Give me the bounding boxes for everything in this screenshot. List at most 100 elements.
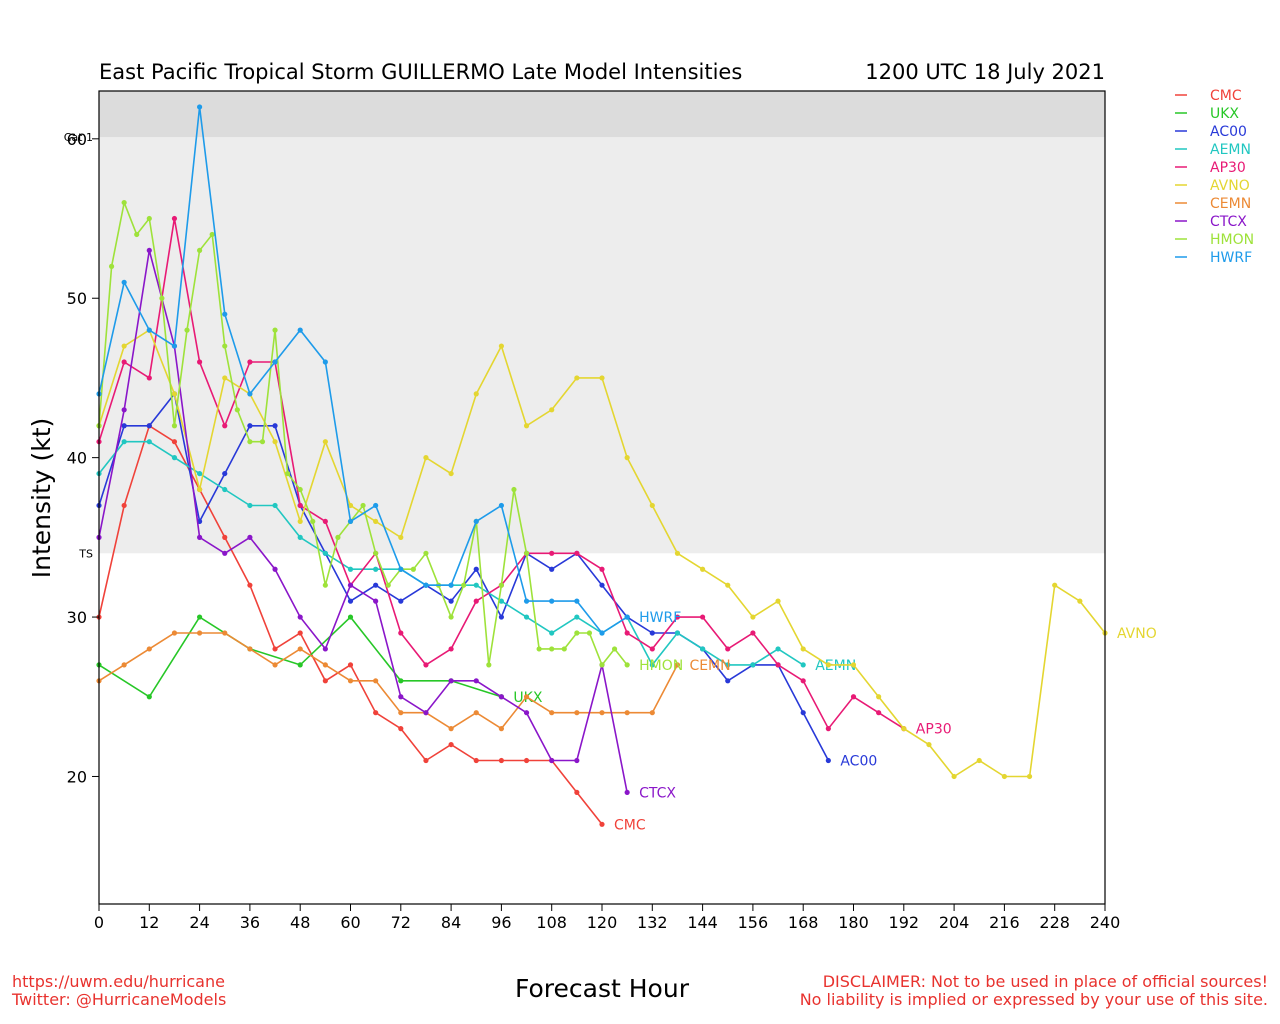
- data-point: [146, 215, 152, 222]
- threshold-lines: TS Cat 1: [64, 131, 93, 560]
- series-line-ukx: [98, 615, 502, 698]
- data-point: [473, 710, 479, 716]
- data-point: [473, 582, 479, 588]
- data-point: [247, 439, 253, 445]
- data-point: [197, 247, 203, 254]
- data-point: [599, 630, 605, 636]
- data-point: [410, 566, 416, 572]
- data-point: [197, 470, 203, 477]
- x-tick-label: 156: [738, 913, 769, 932]
- data-point: [448, 582, 454, 588]
- data-point: [297, 502, 303, 509]
- data-point: [611, 646, 618, 652]
- data-point: [222, 375, 228, 381]
- data-point: [574, 614, 580, 620]
- data-point: [297, 646, 303, 652]
- legend-label: UKX: [1210, 106, 1239, 122]
- data-point: [398, 710, 404, 716]
- legend-item-ukx: UKX: [1175, 106, 1239, 122]
- data-point: [184, 327, 190, 333]
- data-point: [423, 455, 429, 461]
- series-hwrf: HWRF: [96, 104, 681, 636]
- legend: CMC UKX AC00 AEMN AP30 AVNO CEMN CTCX HMON HWRF: [1175, 88, 1254, 266]
- x-tick-label: 24: [189, 913, 209, 932]
- data-point: [523, 710, 530, 716]
- data-point: [272, 566, 278, 572]
- data-point: [322, 582, 328, 588]
- data-point: [121, 502, 127, 509]
- website-link[interactable]: https://uwm.edu/hurricane: [12, 972, 225, 991]
- data-point: [234, 407, 240, 413]
- data-point: [523, 614, 530, 620]
- data-point: [347, 582, 354, 588]
- data-point: [725, 662, 731, 668]
- data-point: [285, 470, 291, 477]
- legend-label: CEMN: [1210, 196, 1251, 212]
- data-point: [461, 582, 467, 588]
- x-tick-label: 132: [637, 913, 668, 932]
- data-point: [373, 582, 379, 588]
- data-point: [473, 678, 479, 684]
- legend-item-ctcx: CTCX: [1175, 214, 1247, 230]
- series-line-ctcx: [98, 250, 628, 793]
- legend-item-hmon: HMON: [1175, 232, 1254, 248]
- data-point: [498, 726, 504, 732]
- data-point: [121, 662, 127, 668]
- data-point: [775, 646, 781, 652]
- data-point: [146, 423, 152, 429]
- axes: 0 12 24 36 48 60 72 84 96 108 120 132 144 156 168 180 19…: [67, 90, 1120, 932]
- data-point: [448, 470, 454, 477]
- data-point: [775, 598, 781, 604]
- data-point: [700, 614, 706, 620]
- data-point: [121, 279, 127, 285]
- data-point: [297, 630, 303, 636]
- threshold-label-0: TS: [78, 547, 93, 560]
- data-point: [171, 439, 178, 445]
- data-point: [624, 455, 630, 461]
- data-point: [247, 359, 253, 365]
- data-point: [222, 534, 228, 540]
- data-point: [574, 630, 580, 636]
- data-point: [574, 757, 580, 764]
- data-point: [1052, 582, 1058, 588]
- data-point: [1001, 773, 1008, 780]
- data-point: [775, 662, 781, 668]
- data-point: [825, 662, 831, 668]
- data-point: [247, 423, 253, 429]
- data-point: [549, 407, 555, 413]
- data-point: [272, 646, 278, 652]
- data-point: [523, 550, 530, 556]
- data-point: [272, 662, 278, 668]
- data-point: [649, 646, 655, 652]
- legend-item-cmc: CMC: [1175, 88, 1242, 104]
- data-point: [624, 630, 630, 636]
- data-point: [310, 518, 316, 525]
- data-point: [599, 566, 605, 572]
- legend-label: AVNO: [1210, 178, 1250, 194]
- data-point: [222, 470, 228, 477]
- data-point: [322, 678, 328, 684]
- data-point: [599, 662, 605, 668]
- data-point: [146, 694, 152, 700]
- data-point: [209, 231, 215, 238]
- data-point: [523, 757, 530, 764]
- data-point: [197, 630, 203, 636]
- legend-label: AP30: [1210, 160, 1246, 176]
- data-point: [197, 359, 203, 365]
- disclaimer-line-2: No liability is implied or expressed by …: [799, 990, 1268, 1009]
- data-point: [725, 678, 731, 684]
- data-point: [247, 391, 253, 397]
- data-point: [825, 726, 831, 732]
- intensity-band-1: [99, 91, 1105, 138]
- data-point: [272, 439, 278, 445]
- x-tick-label: 36: [240, 913, 260, 932]
- intensity-bands: [99, 91, 1105, 554]
- data-point: [373, 598, 379, 604]
- disclaimer-line-1: DISCLAIMER: Not to be used in place of o…: [822, 972, 1268, 991]
- data-point: [498, 694, 504, 700]
- data-point: [574, 598, 580, 604]
- data-point: [951, 773, 957, 780]
- x-tick-label: 96: [491, 913, 511, 932]
- data-point: [373, 566, 379, 572]
- data-point: [297, 327, 303, 333]
